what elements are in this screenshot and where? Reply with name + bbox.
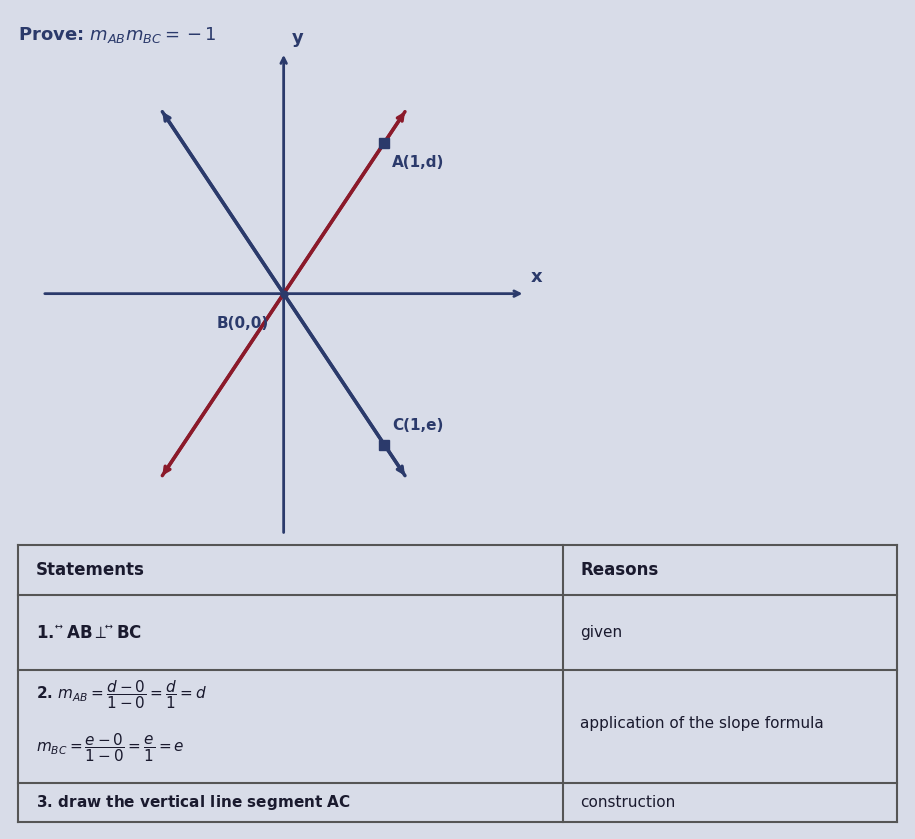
Text: C(1,e): C(1,e)	[393, 418, 444, 433]
Text: application of the slope formula: application of the slope formula	[580, 717, 824, 732]
Text: x: x	[531, 268, 542, 285]
Text: 2. $m_{AB} = \dfrac{d-0}{1-0} = \dfrac{d}{1} = d$: 2. $m_{AB} = \dfrac{d-0}{1-0} = \dfrac{d…	[36, 679, 207, 711]
Text: B(0,0): B(0,0)	[216, 315, 268, 331]
Text: Statements: Statements	[36, 561, 145, 579]
Text: $m_{BC} = \dfrac{e-0}{1-0} = \dfrac{e}{1} = e$: $m_{BC} = \dfrac{e-0}{1-0} = \dfrac{e}{1…	[36, 731, 185, 763]
Text: A(1,d): A(1,d)	[393, 154, 445, 169]
Text: construction: construction	[580, 795, 675, 810]
Text: 1. $\overleftrightarrow{\mathbf{AB}} \perp \overleftrightarrow{\mathbf{BC}}$: 1. $\overleftrightarrow{\mathbf{AB}} \pe…	[36, 623, 142, 642]
Text: Prove: $m_{AB}m_{BC} = -1$: Prove: $m_{AB}m_{BC} = -1$	[18, 25, 217, 45]
Text: 3. draw the vertical line segment $\mathbf{AC}$: 3. draw the vertical line segment $\math…	[36, 794, 350, 812]
Text: Reasons: Reasons	[580, 561, 659, 579]
Text: y: y	[292, 29, 304, 47]
Text: given: given	[580, 625, 622, 640]
